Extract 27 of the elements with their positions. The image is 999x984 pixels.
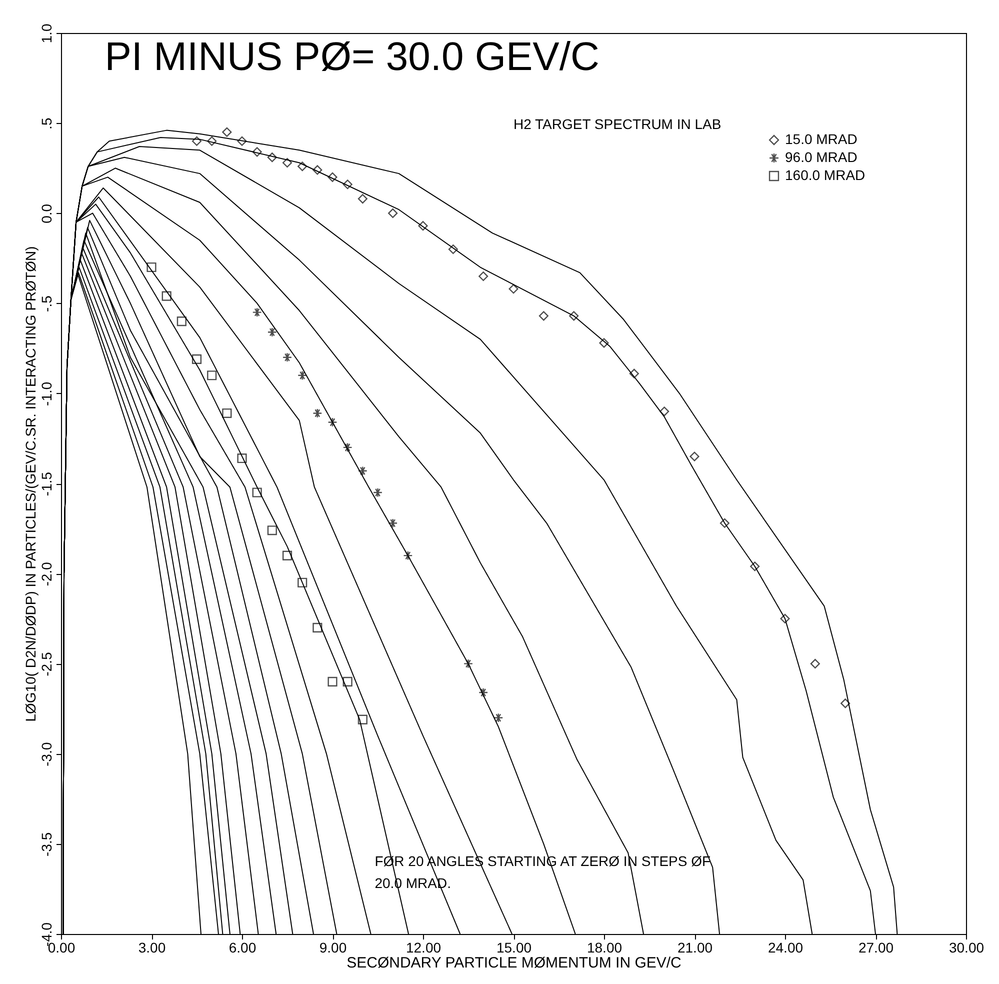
x-tick-label: 12.00 [406,940,442,956]
y-tick-label: 1.0 [38,24,54,44]
x-tick-label: 3.00 [138,940,166,956]
x-tick-label: 21.00 [677,940,713,956]
y-tick-label: 0.0 [38,204,54,224]
y-tick-label: -1.5 [38,472,54,496]
legend-label: 160.0 MRAD [785,167,866,183]
x-tick-label: 27.00 [858,940,894,956]
y-tick-label: -2.5 [38,652,54,676]
y-tick-label: .5 [38,118,54,130]
x-tick-label: 6.00 [228,940,256,956]
chart-title: PI MINUS PØ= 30.0 GEV/C [104,35,600,80]
y-axis-title: LØG10( D2N/DØDP) IN PARTICLES/(GEV/C.SR. INTERACTING PRØTØN) [22,246,38,722]
y-tick-label: -1.0 [38,382,54,406]
y-tick-label: -2.0 [38,562,54,586]
legend-label: 96.0 MRAD [785,149,858,165]
x-axis-title: SECØNDARY PARTICLE MØMENTUM IN GEV/C [346,954,682,972]
annotation: H2 TARGET SPECTRUM IN LAB [514,116,722,132]
x-tick-label: 9.00 [319,940,347,956]
x-tick-label: 15.00 [496,940,532,956]
x-tick-label: 18.00 [586,940,622,956]
y-tick-label: -.5 [38,295,54,312]
x-tick-label: 24.00 [768,940,804,956]
y-tick-label: -3.0 [38,742,54,766]
legend-label: 15.0 MRAD [785,131,858,147]
x-tick-label: 30.00 [948,940,984,956]
y-tick-label: -3.5 [38,832,54,856]
